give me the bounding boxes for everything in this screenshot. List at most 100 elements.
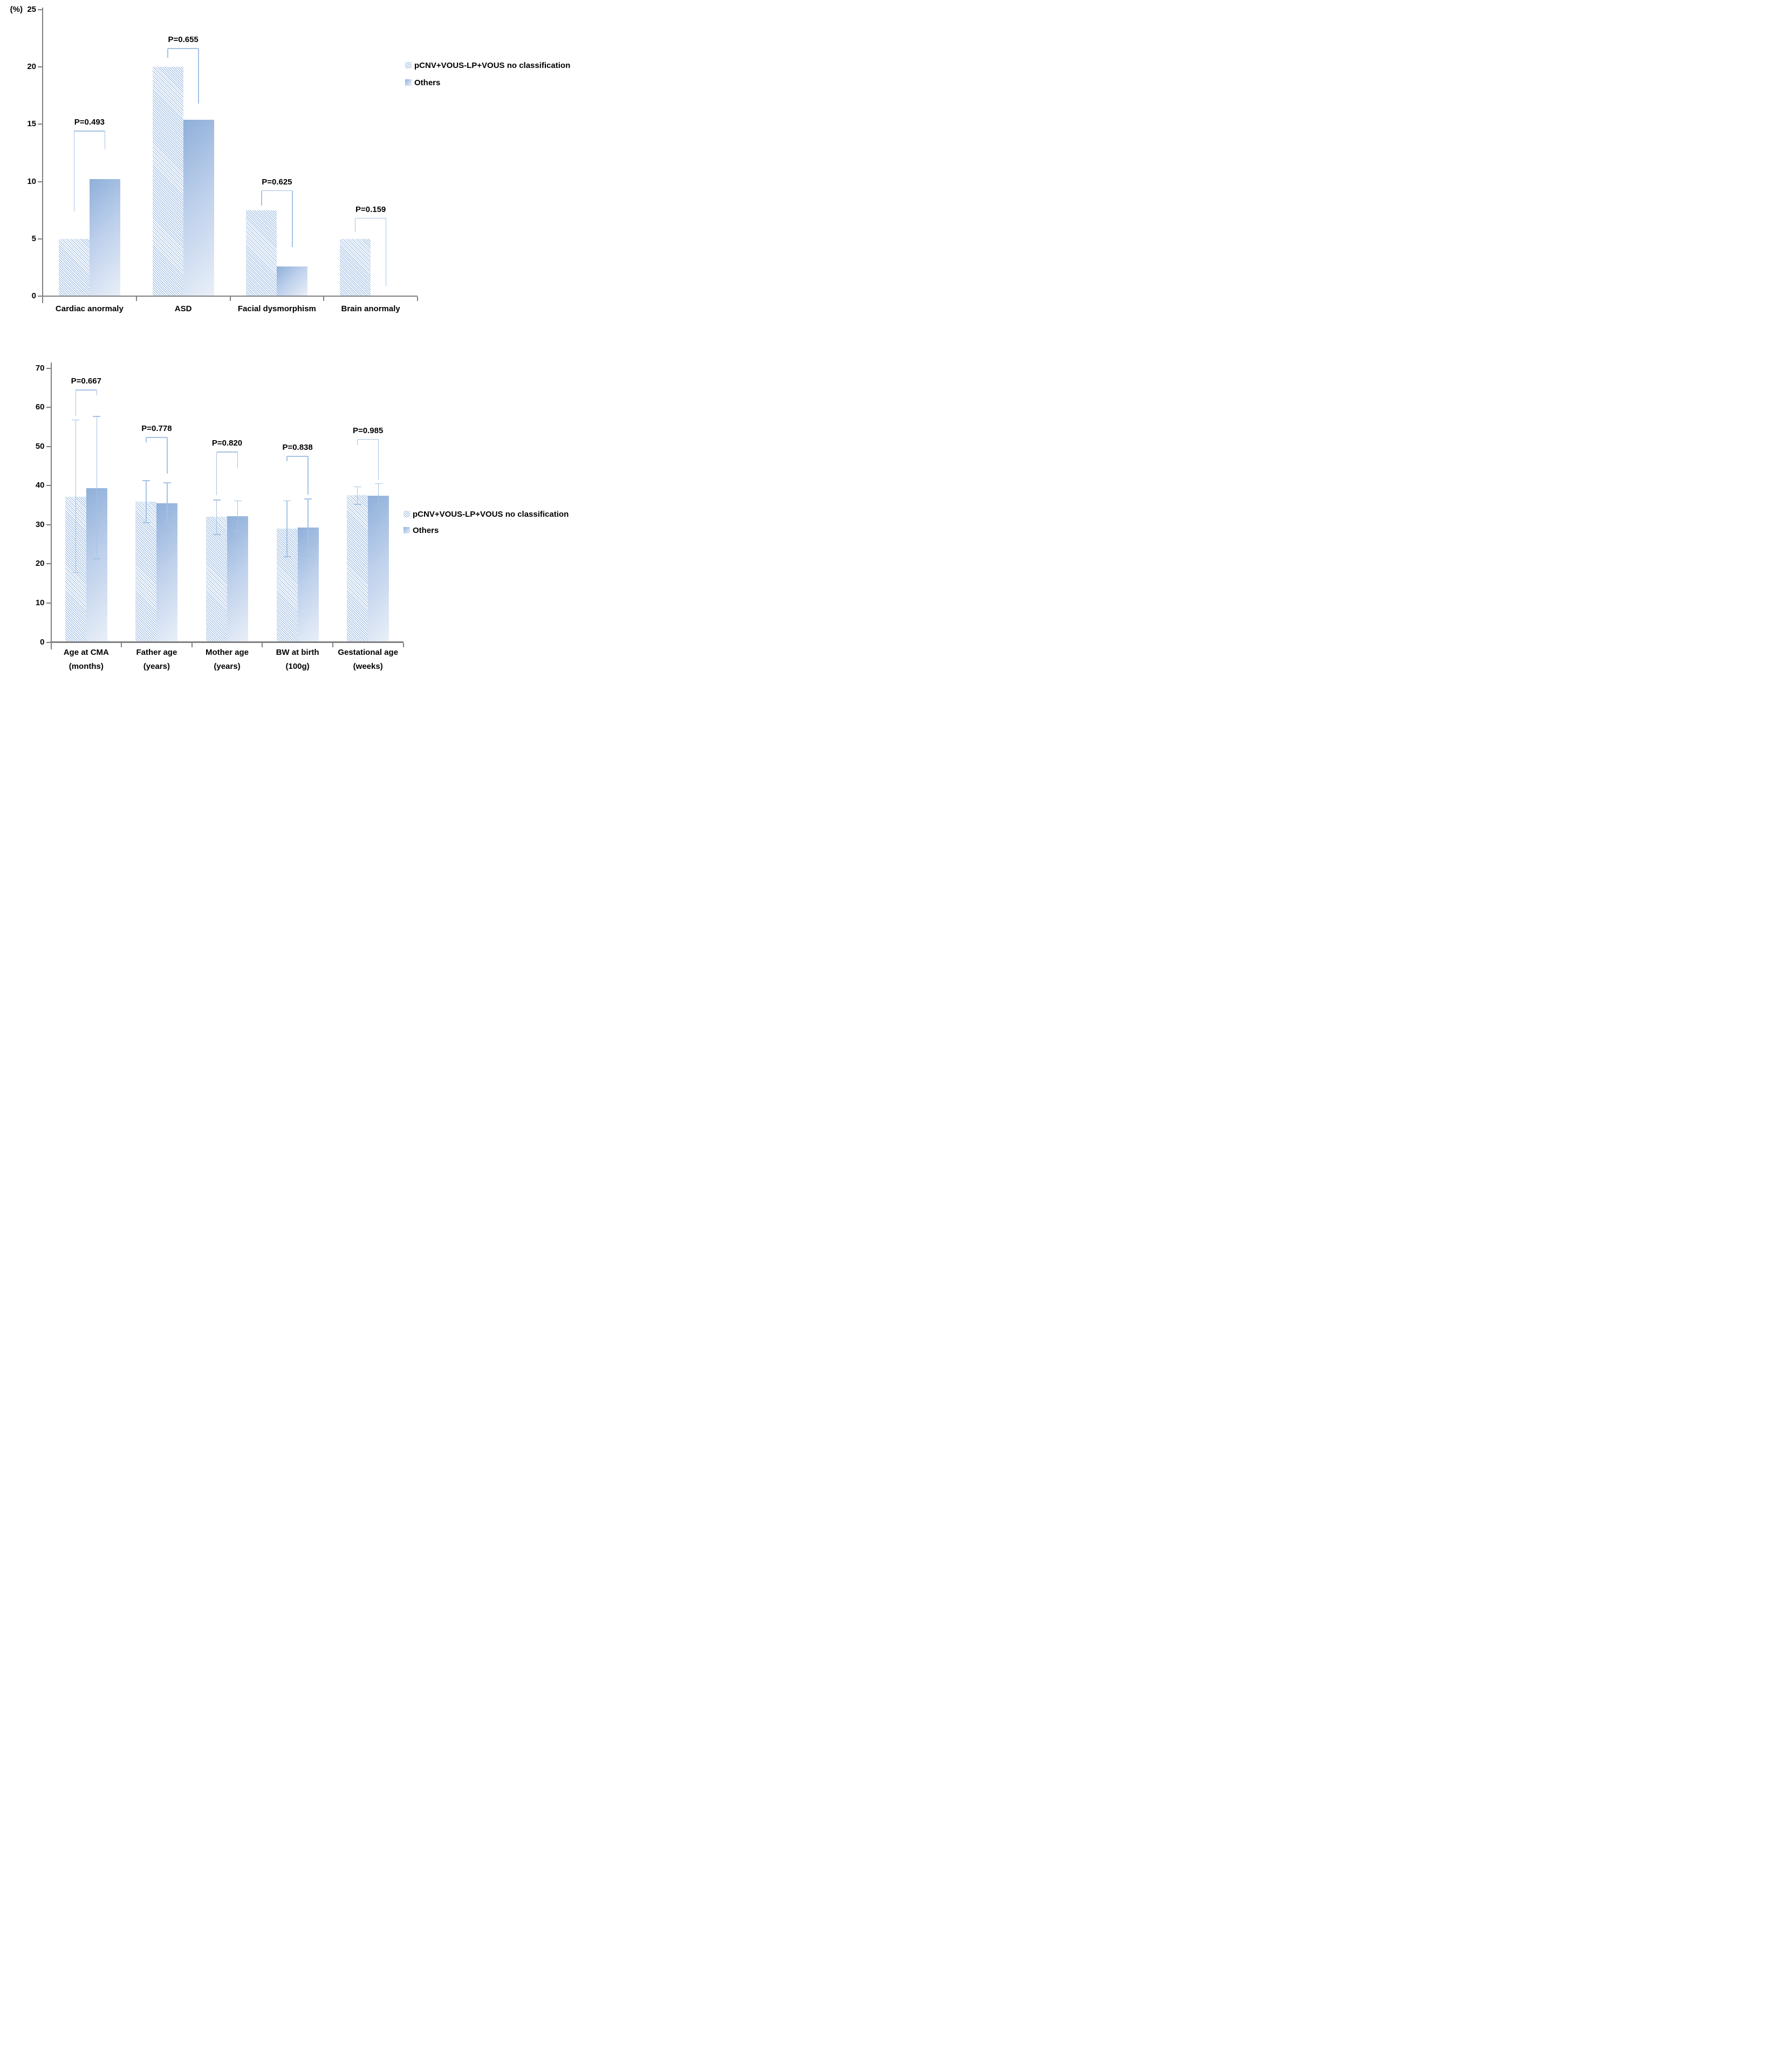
- error-bar-cap-top: [163, 482, 171, 483]
- legend-swatch-gradient: [403, 527, 410, 533]
- error-bar-cap-bottom: [353, 504, 361, 505]
- bar-series1: [152, 67, 183, 296]
- error-bar-cap-top: [213, 499, 221, 501]
- p-value-label: P=0.778: [141, 423, 172, 433]
- y-axis-tick: [38, 66, 42, 68]
- x-category-label: Cardiac anormaly: [55, 304, 124, 313]
- x-category-label: (weeks): [353, 662, 383, 671]
- p-bracket-right-tick: [307, 456, 309, 495]
- y-tick-label: 25: [27, 5, 36, 14]
- y-axis-tick: [46, 407, 51, 408]
- error-bar-cap-top: [142, 480, 150, 481]
- p-bracket-right-tick: [167, 437, 168, 474]
- p-bracket-left-tick: [167, 49, 168, 58]
- x-axis-tick: [417, 297, 418, 301]
- legend-swatch-gradient: [405, 79, 412, 86]
- error-bar-line: [96, 416, 98, 559]
- x-axis-tick: [42, 297, 43, 301]
- error-bar-cap-bottom: [142, 522, 150, 523]
- y-axis-tick: [46, 563, 51, 565]
- x-category-label: ASD: [174, 304, 192, 313]
- figure-canvas: 0 5 10 15 20 25 (%) Cardiac anormaly ASD Facial d…: [0, 0, 597, 687]
- p-bracket-horizontal: [287, 455, 309, 457]
- y-tick-label: 5: [31, 234, 36, 243]
- error-bar-line: [237, 501, 238, 532]
- y-axis-line: [42, 8, 43, 303]
- bar-series2: [277, 266, 308, 296]
- p-bracket-horizontal: [216, 451, 238, 453]
- x-category-label: Father age: [136, 648, 177, 657]
- p-bracket-horizontal: [74, 131, 105, 132]
- error-bar-line: [286, 501, 288, 557]
- bar-series2: [183, 119, 214, 296]
- bar-series2: [368, 496, 389, 642]
- bar-series2: [89, 179, 120, 296]
- error-bar-cap-bottom: [283, 556, 291, 558]
- p-bracket-horizontal: [355, 217, 386, 219]
- x-axis-line: [50, 641, 403, 643]
- y-tick-label: 0: [31, 291, 36, 300]
- p-value-label: P=0.655: [168, 35, 199, 45]
- p-value-label: P=0.159: [355, 204, 386, 214]
- y-tick-label: 60: [35, 402, 45, 412]
- bar-series1: [347, 495, 368, 642]
- error-bar-cap-bottom: [163, 523, 171, 524]
- x-axis-line: [42, 295, 418, 297]
- x-category-label: Facial dysmorphism: [237, 304, 316, 313]
- x-category-label: (years): [214, 662, 241, 671]
- x-axis-tick: [262, 642, 263, 647]
- bar-series1: [58, 238, 90, 296]
- p-bracket-right-tick: [104, 131, 106, 150]
- p-bracket-right-tick: [198, 49, 199, 104]
- p-value-label: P=0.667: [71, 377, 101, 386]
- error-bar-line: [167, 483, 168, 524]
- y-axis-tick: [38, 9, 42, 10]
- error-bar-cap-bottom: [304, 556, 312, 557]
- error-bar-cap-top: [234, 500, 242, 502]
- p-bracket-horizontal: [146, 437, 167, 438]
- error-bar-line: [216, 500, 217, 535]
- p-bracket-horizontal: [261, 190, 292, 191]
- x-axis-tick: [121, 642, 122, 647]
- p-bracket-left-tick: [354, 218, 356, 232]
- p-bracket-right-tick: [237, 451, 238, 468]
- p-bracket-left-tick: [261, 190, 262, 206]
- bar-series2: [227, 516, 248, 642]
- p-bracket-horizontal: [168, 48, 199, 49]
- x-category-label: (years): [143, 662, 170, 671]
- x-category-label: Age at CMA: [63, 648, 109, 657]
- p-bracket-left-tick: [286, 456, 288, 462]
- x-category-label: Gestational age: [338, 648, 399, 657]
- error-bar-cap-top: [93, 415, 101, 417]
- p-bracket-left-tick: [73, 131, 75, 211]
- p-bracket-right-tick: [292, 190, 293, 247]
- y-tick-label: 0: [40, 637, 45, 647]
- y-axis-tick: [46, 367, 51, 369]
- p-bracket-right-tick: [385, 218, 387, 286]
- x-axis-tick: [323, 297, 325, 301]
- error-bar-cap-top: [72, 419, 80, 421]
- y-axis-tick: [38, 238, 42, 239]
- x-axis-tick: [229, 297, 231, 301]
- x-axis-tick: [135, 297, 137, 301]
- error-bar-line: [146, 480, 147, 523]
- x-axis-tick: [402, 642, 404, 647]
- legend-label: Others: [414, 78, 441, 87]
- y-tick-label: 50: [35, 441, 45, 451]
- legend-label: Others: [413, 526, 439, 535]
- y-tick-label: 20: [35, 559, 45, 569]
- error-bar-cap-top: [374, 483, 382, 484]
- y-axis-tick: [38, 296, 42, 297]
- y-tick-label: 10: [35, 598, 45, 607]
- y-axis-tick: [38, 124, 42, 125]
- p-bracket-left-tick: [146, 437, 147, 443]
- y-axis-tick: [46, 524, 51, 525]
- legend-label: pCNV+VOUS-LP+VOUS no classification: [413, 510, 569, 519]
- y-axis-line: [50, 362, 52, 649]
- y-axis-unit-label: (%): [10, 5, 23, 14]
- bar-series2: [156, 503, 178, 642]
- legend-swatch-hatch: [405, 62, 412, 69]
- legend-swatch-hatch: [403, 511, 410, 517]
- y-tick-label: 70: [35, 363, 45, 373]
- y-axis-tick: [46, 602, 51, 604]
